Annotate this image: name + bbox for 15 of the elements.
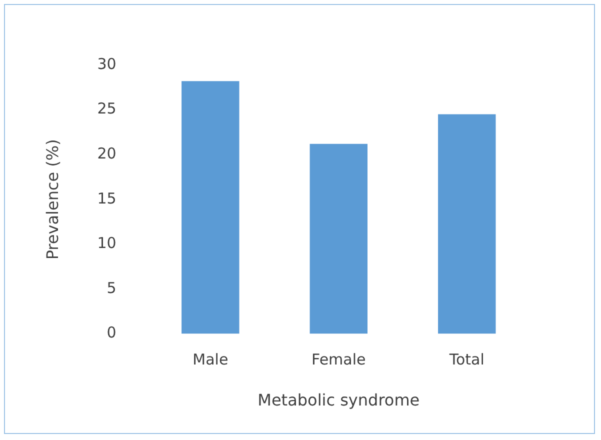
y-axis-title: Prevalence (%) xyxy=(42,139,62,260)
y-tick-label: 0 xyxy=(106,324,116,342)
y-tick-label: 25 xyxy=(97,100,116,118)
bar xyxy=(310,144,368,334)
y-tick-label: 10 xyxy=(97,234,116,252)
x-tick-label: Male xyxy=(192,350,228,369)
x-axis-title: Metabolic syndrome xyxy=(258,390,420,410)
y-tick-label: 30 xyxy=(97,54,116,73)
x-tick-label: Total xyxy=(448,350,484,369)
bar xyxy=(438,114,496,334)
y-tick-label: 5 xyxy=(106,278,116,297)
y-tick-label: 20 xyxy=(97,144,116,162)
y-tick-label: 15 xyxy=(97,189,116,208)
x-tick-label: Female xyxy=(312,350,366,369)
bar xyxy=(182,81,240,334)
